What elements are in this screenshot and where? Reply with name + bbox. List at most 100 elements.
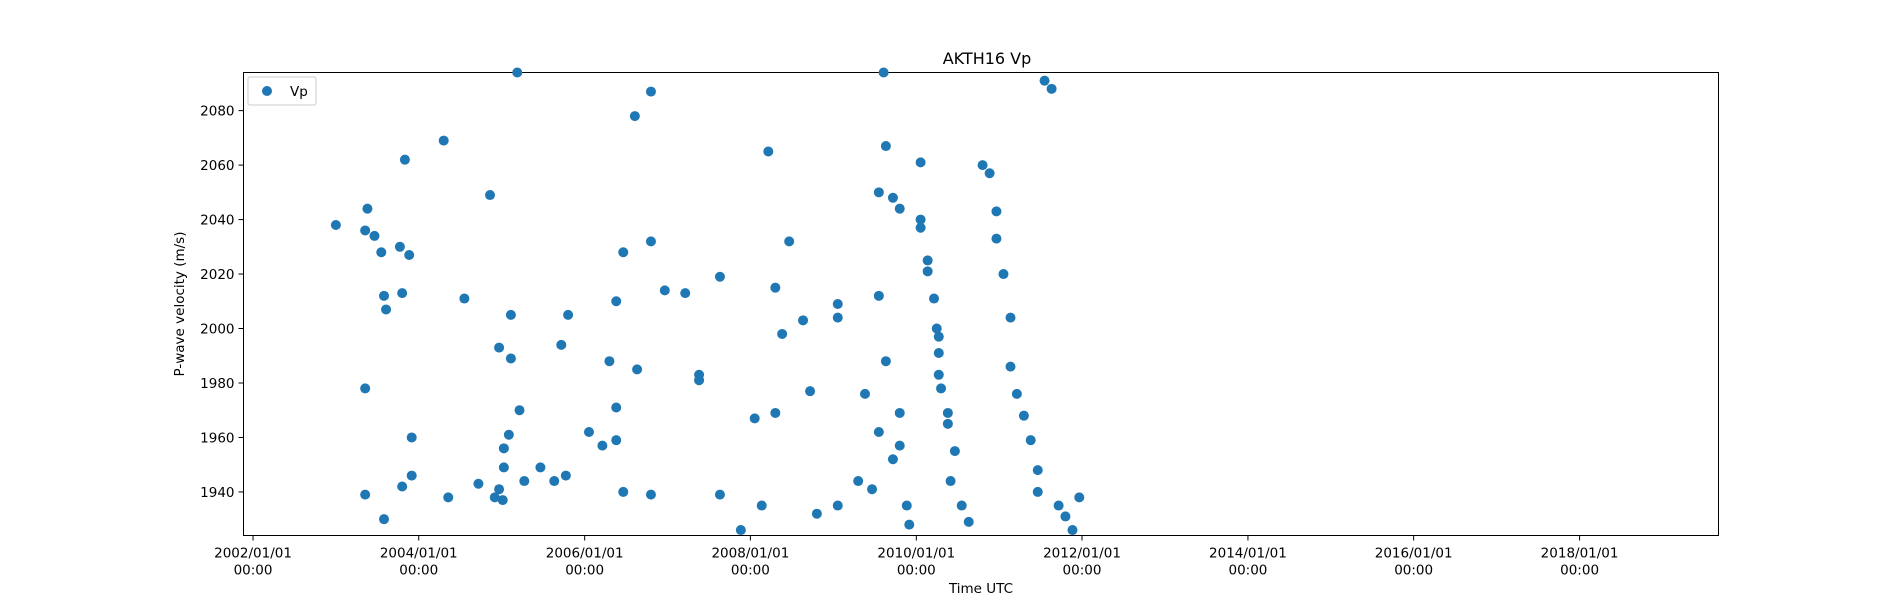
legend-marker <box>262 86 272 96</box>
data-point <box>873 427 884 438</box>
y-tick-label: 2060 <box>200 158 234 174</box>
data-point <box>459 293 470 304</box>
data-point <box>563 309 574 320</box>
data-point <box>560 470 571 481</box>
x-tick-label: 2012/01/01 <box>1043 546 1121 562</box>
data-point <box>880 141 891 152</box>
data-point <box>945 476 956 487</box>
data-point <box>406 470 417 481</box>
y-axis-ticks: 1940 1960 1980 2000 2020 2040 2060 2080 <box>200 104 244 501</box>
data-point <box>376 247 387 258</box>
x-tick-label: 2018/01/01 <box>1541 546 1619 562</box>
data-point <box>867 484 878 495</box>
data-point <box>597 440 608 451</box>
data-point <box>680 288 691 299</box>
x-tick-time: 00:00 <box>565 563 604 579</box>
data-point <box>1074 492 1085 503</box>
data-point <box>399 154 410 165</box>
data-point <box>549 476 560 487</box>
data-point <box>922 255 933 266</box>
x-tick-time: 00:00 <box>1228 563 1267 579</box>
data-point <box>362 203 373 214</box>
x-tick-time: 00:00 <box>731 563 770 579</box>
data-points <box>330 67 1085 536</box>
data-point <box>494 484 505 495</box>
data-point <box>784 236 795 247</box>
data-point <box>489 492 500 503</box>
data-point <box>485 190 496 201</box>
x-tick-time: 00:00 <box>234 563 273 579</box>
data-point <box>645 86 656 97</box>
data-point <box>933 348 944 359</box>
data-point <box>714 271 725 282</box>
data-point <box>929 293 940 304</box>
data-point <box>397 288 408 299</box>
data-point <box>880 356 891 367</box>
data-point <box>805 386 816 397</box>
data-point <box>519 476 530 487</box>
data-point <box>1060 511 1071 522</box>
x-axis-title: Time UTC <box>948 581 1013 597</box>
data-point <box>473 478 484 489</box>
data-point <box>632 364 643 375</box>
data-point <box>498 462 509 473</box>
x-tick-label: 2010/01/01 <box>877 546 955 562</box>
data-point <box>770 282 781 293</box>
data-point <box>618 247 629 258</box>
data-point <box>369 230 380 241</box>
data-point <box>735 525 746 536</box>
data-point <box>942 407 953 418</box>
data-point <box>514 405 525 416</box>
data-point <box>404 249 415 260</box>
data-point <box>915 157 926 168</box>
data-point <box>397 481 408 492</box>
data-point <box>933 331 944 342</box>
y-tick-label: 2000 <box>200 322 234 338</box>
data-point <box>777 328 788 339</box>
data-point <box>611 435 622 446</box>
data-point <box>394 241 405 252</box>
data-point <box>832 299 843 309</box>
y-tick-label: 2040 <box>200 213 234 229</box>
data-point <box>497 495 508 506</box>
x-tick-time: 00:00 <box>1394 563 1433 579</box>
data-point <box>406 432 417 443</box>
data-point <box>503 429 514 440</box>
data-point <box>443 492 454 503</box>
data-point <box>505 309 516 320</box>
data-point <box>645 236 656 247</box>
data-point <box>1053 500 1064 511</box>
data-point <box>963 516 974 527</box>
y-tick-label: 2020 <box>200 267 234 283</box>
data-point <box>873 187 884 198</box>
data-point <box>1067 525 1078 536</box>
data-point <box>894 440 905 451</box>
data-point <box>498 443 509 454</box>
data-point <box>379 290 390 301</box>
data-point <box>1011 388 1022 399</box>
y-tick-label: 2080 <box>200 104 234 120</box>
data-point <box>949 446 960 457</box>
data-point <box>611 402 622 413</box>
data-point <box>512 67 523 78</box>
data-point <box>901 500 912 511</box>
data-point <box>904 519 915 530</box>
data-point <box>535 462 546 473</box>
data-point <box>991 233 1002 244</box>
data-point <box>922 266 933 277</box>
data-point <box>915 214 926 225</box>
chart-title: AKTH16 Vp <box>943 49 1032 68</box>
plot-area <box>243 72 1719 536</box>
data-point <box>1018 410 1029 421</box>
data-point <box>832 312 843 323</box>
data-point <box>360 383 371 394</box>
data-point <box>756 500 767 511</box>
legend: Vp <box>247 76 317 106</box>
data-point <box>878 67 889 78</box>
x-tick-time: 00:00 <box>399 563 438 579</box>
x-tick-time: 00:00 <box>1063 563 1102 579</box>
y-axis-title: P-wave velocity (m/s) <box>172 232 188 377</box>
data-point <box>618 486 629 497</box>
data-point <box>998 269 1009 280</box>
